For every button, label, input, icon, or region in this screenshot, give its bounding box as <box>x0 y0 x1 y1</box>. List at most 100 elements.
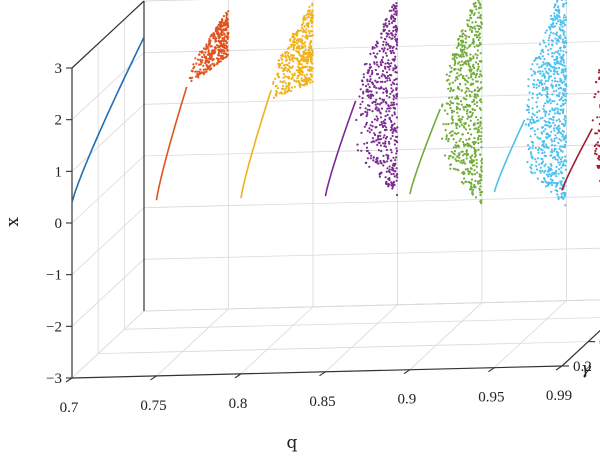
attractor-point <box>216 29 219 32</box>
attractor-point <box>549 134 552 137</box>
attractor-point <box>562 74 565 77</box>
attractor-point <box>390 151 393 154</box>
attractor-point <box>550 181 553 184</box>
attractor-point <box>446 102 449 105</box>
attractor-point <box>364 107 367 110</box>
attractor-point <box>393 175 396 178</box>
attractor-point <box>554 70 557 73</box>
attractor-point <box>527 98 530 101</box>
attractor-point <box>395 103 398 106</box>
attractor-point <box>549 163 552 166</box>
attractor-point <box>563 24 566 27</box>
attractor-point <box>476 24 479 27</box>
attractor-point <box>201 56 204 59</box>
attractor-point <box>289 39 292 42</box>
attractor-point <box>276 87 279 90</box>
attractor-point <box>596 141 600 144</box>
attractor-point <box>371 47 374 50</box>
attractor-point <box>471 193 474 196</box>
attractor-point <box>390 101 393 104</box>
attractor-point <box>460 73 463 76</box>
attractor-point <box>547 79 550 82</box>
bifurcation-series-q-0.95 <box>493 0 568 207</box>
attractor-point <box>311 9 314 12</box>
attractor-point <box>542 50 545 54</box>
attractor-point <box>457 131 460 135</box>
attractor-point <box>378 131 381 134</box>
attractor-point <box>465 103 468 106</box>
attractor-point <box>391 34 394 37</box>
attractor-point <box>555 42 558 45</box>
attractor-point <box>527 78 530 81</box>
attractor-point <box>541 70 544 73</box>
attractor-point <box>371 101 374 104</box>
attractor-point <box>469 119 472 122</box>
attractor-point <box>553 108 556 111</box>
attractor-point <box>462 143 465 146</box>
attractor-point <box>468 144 471 147</box>
attractor-point <box>389 92 392 95</box>
attractor-point <box>547 49 550 52</box>
attractor-point <box>559 132 563 135</box>
attractor-point <box>311 20 314 23</box>
attractor-point <box>363 142 366 145</box>
attractor-point <box>565 1 568 5</box>
attractor-point <box>476 80 479 83</box>
attractor-point <box>288 86 291 90</box>
side-wall-gridline <box>71 104 145 172</box>
attractor-point <box>477 148 480 151</box>
attractor-point <box>544 154 548 158</box>
attractor-point <box>470 133 473 136</box>
attractor-point <box>543 76 547 79</box>
attractor-point <box>393 113 396 116</box>
attractor-point <box>560 80 563 83</box>
attractor-point <box>541 55 544 58</box>
attractor-point <box>540 162 543 165</box>
attractor-point <box>478 1 481 4</box>
attractor-point <box>288 61 291 65</box>
attractor-point <box>472 57 475 60</box>
attractor-point <box>545 133 548 136</box>
attractor-point <box>531 96 534 99</box>
attractor-point <box>395 44 399 47</box>
attractor-point <box>222 15 225 18</box>
attractor-point <box>385 54 388 57</box>
attractor-point <box>385 153 388 156</box>
attractor-point <box>380 150 383 153</box>
attractor-point <box>558 91 561 94</box>
attractor-point <box>536 63 539 66</box>
attractor-point <box>381 56 385 59</box>
attractor-point <box>307 25 310 28</box>
attractor-point <box>365 123 368 126</box>
attractor-point <box>562 61 566 64</box>
attractor-point <box>547 72 550 75</box>
attractor-point <box>479 14 482 17</box>
attractor-point <box>470 178 474 181</box>
attractor-point <box>383 65 386 68</box>
attractor-point <box>445 138 448 141</box>
attractor-point <box>206 45 209 48</box>
attractor-point <box>562 162 565 166</box>
attractor-point <box>368 165 371 168</box>
attractor-point <box>545 94 548 97</box>
attractor-point <box>382 159 385 162</box>
bifurcation-series-q-0.99 <box>561 69 600 191</box>
attractor-point <box>286 47 290 50</box>
attractor-point <box>471 41 474 44</box>
attractor-point <box>541 126 545 129</box>
attractor-point <box>551 79 554 82</box>
attractor-point <box>368 108 371 111</box>
attractor-point <box>366 111 369 114</box>
attractor-point <box>362 73 365 76</box>
attractor-point <box>527 124 530 127</box>
attractor-point <box>386 157 389 160</box>
attractor-point <box>305 31 308 34</box>
attractor-point <box>210 52 213 56</box>
attractor-point <box>219 49 222 52</box>
attractor-point <box>564 70 567 73</box>
attractor-point <box>218 51 221 54</box>
attractor-point <box>224 47 227 50</box>
attractor-point <box>594 132 597 135</box>
attractor-point <box>391 81 394 84</box>
attractor-point <box>455 159 458 163</box>
